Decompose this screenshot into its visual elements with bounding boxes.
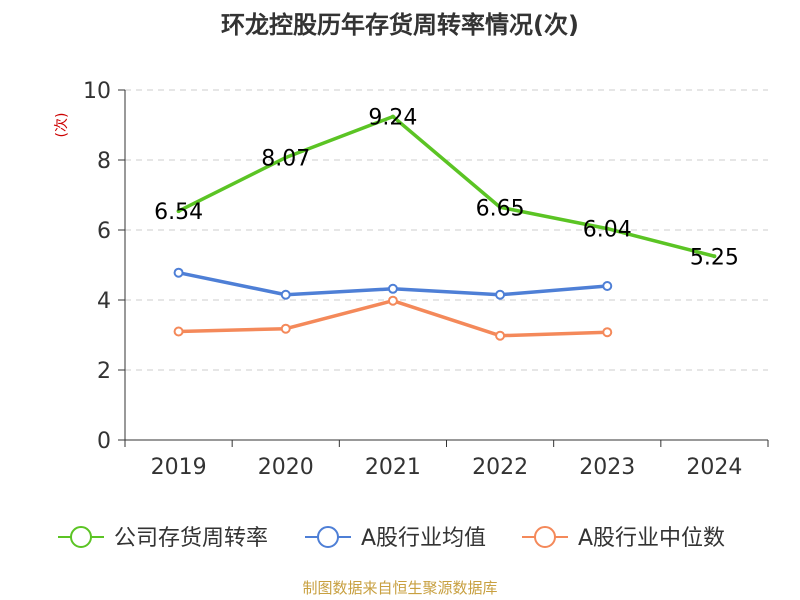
legend-label: A股行业均值 bbox=[361, 526, 486, 551]
x-tick-label: 2021 bbox=[365, 455, 421, 480]
data-label: 6.04 bbox=[583, 218, 632, 243]
data-point bbox=[602, 327, 613, 338]
data-point bbox=[602, 281, 613, 291]
axes: 0 2 4 6 8 10 2019 2020 2021 2022 2023 2024 bbox=[83, 79, 769, 480]
data-label: 6.54 bbox=[154, 200, 203, 225]
y-tick-label: 8 bbox=[97, 149, 111, 174]
data-point bbox=[605, 226, 610, 231]
y-axis-label: (次) bbox=[54, 113, 70, 138]
source-note: 制图数据来自恒生聚源数据库 bbox=[302, 579, 497, 597]
x-tick-label: 2019 bbox=[151, 455, 207, 480]
series-line bbox=[178, 298, 608, 338]
legend-marker-icon bbox=[534, 526, 556, 548]
chart-title: 环龙控股历年存货周转率情况(次) bbox=[221, 11, 579, 39]
legend-label: A股行业中位数 bbox=[578, 526, 725, 551]
gridlines bbox=[125, 89, 768, 371]
data-point bbox=[280, 289, 291, 300]
x-tick-label: 2023 bbox=[579, 455, 635, 480]
legend-marker-icon bbox=[70, 526, 92, 548]
data-label: 8.07 bbox=[261, 147, 310, 172]
series-group bbox=[173, 114, 717, 341]
legend-marker-icon bbox=[317, 526, 339, 548]
data-point bbox=[387, 283, 398, 294]
data-point bbox=[387, 295, 398, 306]
data-point bbox=[390, 114, 395, 119]
data-point bbox=[280, 323, 291, 334]
x-tick-label: 2024 bbox=[686, 455, 742, 480]
data-point bbox=[173, 267, 184, 278]
data-point bbox=[173, 326, 184, 337]
data-label: 9.24 bbox=[368, 106, 417, 131]
data-point bbox=[495, 330, 506, 341]
x-tick-label: 2020 bbox=[258, 455, 314, 480]
data-point bbox=[712, 254, 717, 259]
data-point bbox=[498, 205, 503, 210]
data-point bbox=[283, 155, 288, 160]
legend: 公司存货周转率 A股行业均值 A股行业中位数 bbox=[58, 526, 725, 551]
data-labels: 6.54 8.07 9.24 6.65 6.04 5.25 bbox=[154, 106, 739, 271]
legend-label: 公司存货周转率 bbox=[114, 526, 268, 551]
y-tick-label: 0 bbox=[97, 429, 111, 454]
x-tick-label: 2022 bbox=[472, 455, 528, 480]
series-line bbox=[177, 114, 715, 258]
data-point bbox=[176, 209, 181, 214]
data-point bbox=[495, 289, 506, 300]
data-label: 6.65 bbox=[476, 196, 525, 221]
data-label: 5.25 bbox=[690, 245, 739, 270]
y-tick-label: 6 bbox=[97, 219, 111, 244]
y-tick-label: 4 bbox=[97, 289, 111, 314]
y-tick-label: 2 bbox=[97, 359, 111, 384]
y-tick-label: 10 bbox=[83, 79, 111, 104]
